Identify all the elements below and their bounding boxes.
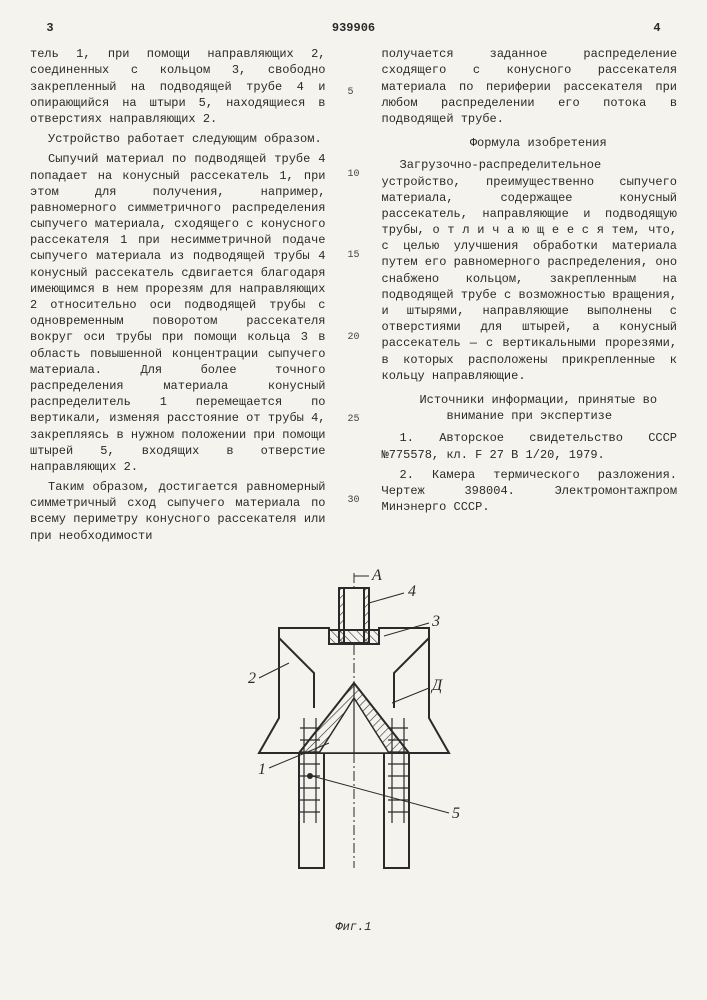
- claims-title: Формула изобретения: [382, 135, 678, 151]
- page-number-left: 3: [30, 20, 70, 36]
- fig-label-D: Д: [430, 677, 443, 694]
- text-columns: тель 1, при помощи направляющих 2, соеди…: [30, 46, 677, 548]
- fig-label-1: 1: [258, 761, 266, 778]
- column-left: тель 1, при помощи направляющих 2, соеди…: [30, 46, 326, 548]
- col2-para3: 1. Авторское свидетельство СССР №775578,…: [382, 430, 678, 462]
- line-marker: 20: [348, 331, 360, 345]
- column-right: получается заданное распределение сходящ…: [382, 46, 678, 548]
- line-marker: 10: [348, 168, 360, 182]
- fig-label-A: А: [371, 568, 382, 584]
- fig-label-3: 3: [431, 613, 440, 630]
- col2-para4: 2. Камера термического разложения. Черте…: [382, 467, 678, 516]
- figure-1: А 4 3 2 1 Д 5 Фиг.1: [30, 568, 677, 935]
- page-number-right: 4: [637, 20, 677, 36]
- line-marker: 30: [348, 494, 360, 508]
- fig-label-4: 4: [408, 583, 416, 600]
- fig-label-2: 2: [248, 670, 256, 687]
- document-number: 939906: [70, 20, 637, 36]
- col1-para2: Устройство работает следующим образом.: [30, 131, 326, 147]
- line-number-gutter: 5 10 15 20 25 30: [346, 46, 362, 548]
- col2-para1: получается заданное распределение сходящ…: [382, 46, 678, 127]
- line-marker: 25: [348, 413, 360, 427]
- figure-svg: А 4 3 2 1 Д 5: [234, 568, 474, 908]
- figure-caption: Фиг.1: [30, 919, 677, 935]
- col2-para2: Загрузочно-распределительное устройство,…: [382, 157, 678, 384]
- col1-para4: Таким образом, достигается равномерный с…: [30, 479, 326, 544]
- sources-title: Источники информации, принятые во вниман…: [382, 392, 678, 424]
- col1-para3: Сыпучий материал по подводящей трубе 4 п…: [30, 151, 326, 475]
- line-marker: 5: [348, 86, 360, 100]
- line-marker: 15: [348, 249, 360, 263]
- fig-label-5: 5: [452, 805, 460, 822]
- col1-para1: тель 1, при помощи направляющих 2, соеди…: [30, 46, 326, 127]
- page-header: 3 939906 4: [30, 20, 677, 36]
